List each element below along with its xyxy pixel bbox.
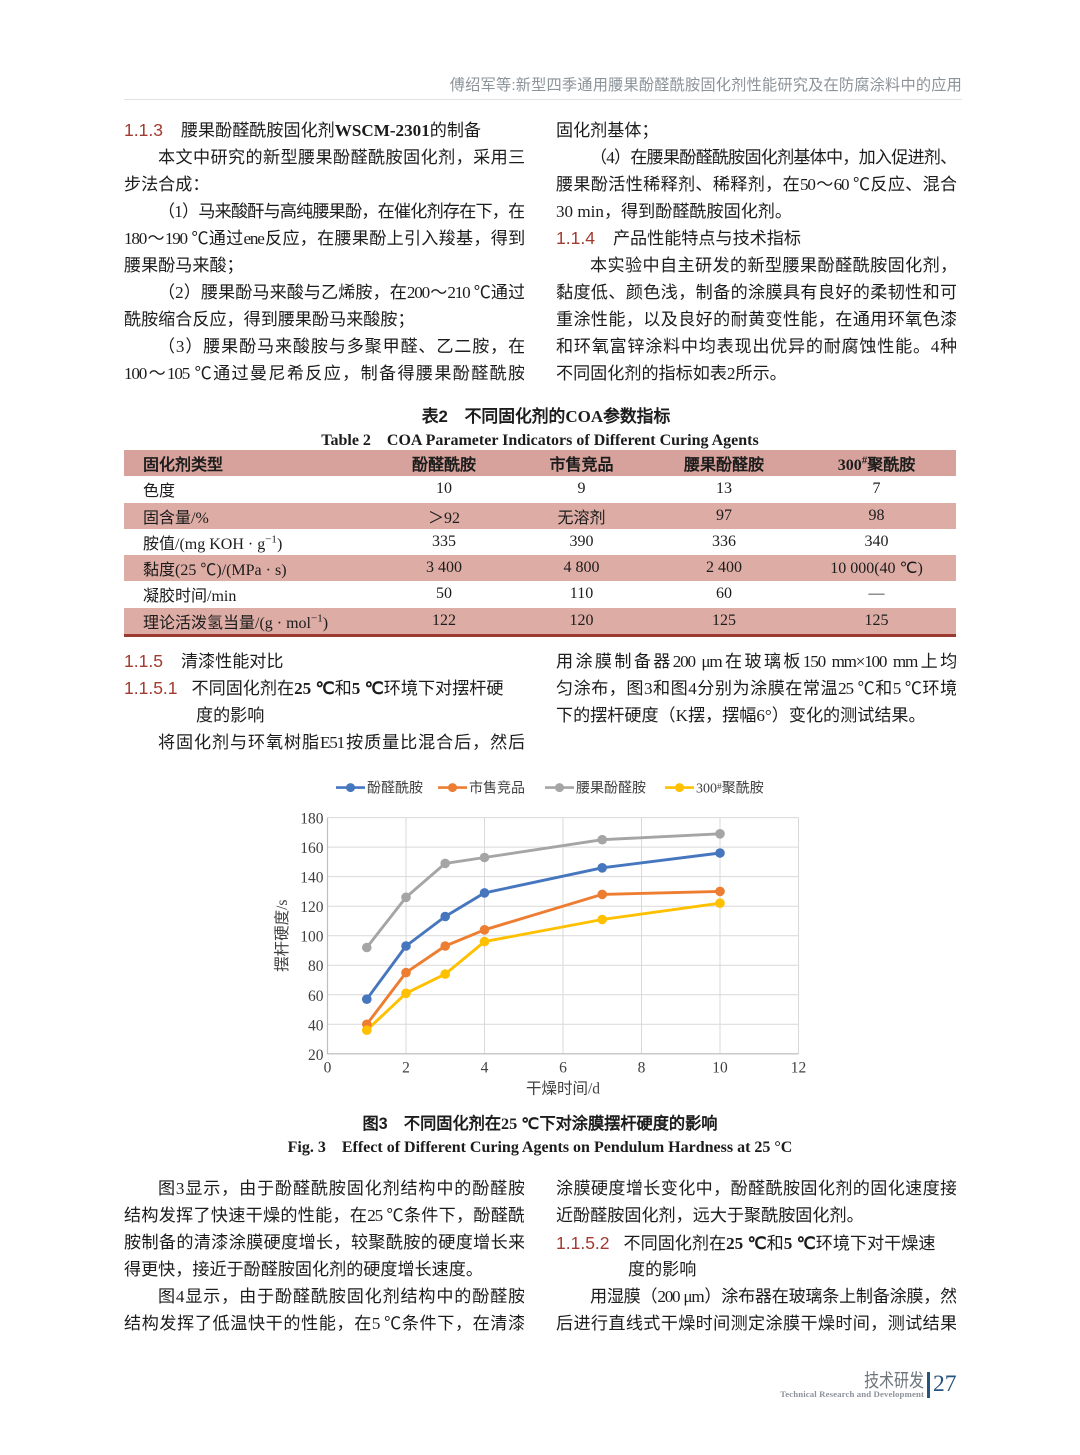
svg-text:20: 20: [308, 1047, 324, 1064]
svg-text:40: 40: [308, 1017, 324, 1034]
svg-text:100: 100: [300, 929, 324, 946]
svg-text:腰果酚醛胺: 腰果酚醛胺: [576, 781, 646, 797]
svg-text:干燥时间/d: 干燥时间/d: [526, 1080, 600, 1098]
svg-text:2: 2: [402, 1059, 410, 1076]
svg-text:市售竞品: 市售竞品: [469, 780, 525, 797]
svg-text:10: 10: [712, 1059, 728, 1076]
svg-text:140: 140: [300, 870, 324, 887]
svg-text:酚醛酰胺: 酚醛酰胺: [367, 781, 423, 797]
svg-text:0: 0: [324, 1059, 332, 1076]
svg-text:摆杆硬度/s: 摆杆硬度/s: [273, 900, 291, 972]
svg-text:80: 80: [308, 958, 324, 975]
svg-text:12: 12: [791, 1059, 807, 1076]
svg-text:60: 60: [308, 988, 324, 1005]
svg-text:4: 4: [481, 1059, 489, 1076]
svg-text:6: 6: [559, 1059, 567, 1076]
svg-text:120: 120: [300, 899, 324, 916]
svg-text:8: 8: [638, 1059, 646, 1076]
svg-text:160: 160: [300, 840, 324, 857]
svg-text:180: 180: [300, 811, 324, 828]
svg-text:300#聚酰胺: 300#聚酰胺: [696, 781, 764, 797]
